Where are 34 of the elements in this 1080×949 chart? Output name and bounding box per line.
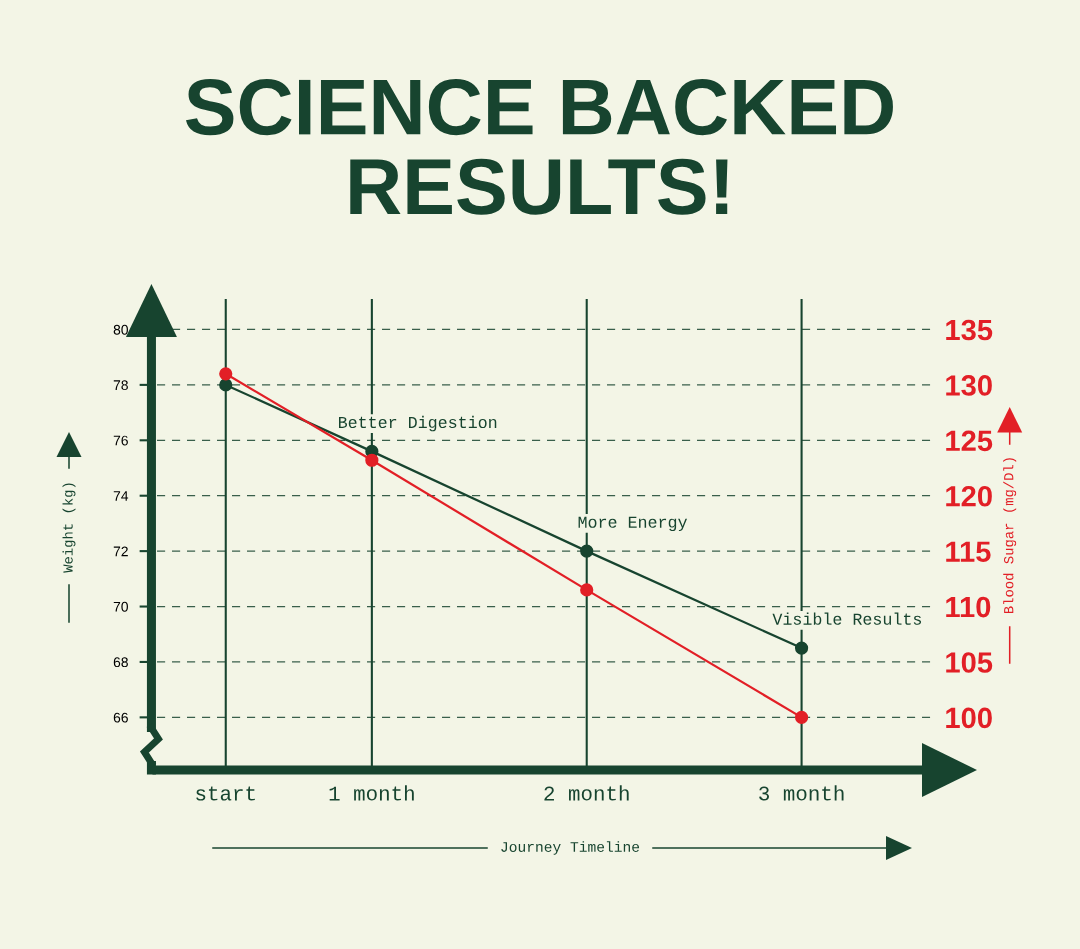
y2-tick-label: 115 xyxy=(946,541,991,562)
point xyxy=(365,453,379,467)
y2-tick-label: 130 xyxy=(946,375,992,396)
y2-tick-label: 125 xyxy=(946,430,993,452)
y2-tick-label: 110 xyxy=(946,596,991,618)
point xyxy=(794,641,809,655)
point xyxy=(580,544,594,558)
annotation: Visible Results xyxy=(772,612,922,625)
y-tick-label: 70 xyxy=(113,601,128,612)
y2-axis-title: Blood Sugar (mg/Dl) xyxy=(1003,458,1017,614)
y2-tick-label: 100 xyxy=(946,707,992,729)
point xyxy=(219,367,233,381)
y-tick-label: 72 xyxy=(113,546,128,557)
x-tick-label: 3 month xyxy=(759,785,844,801)
annotation: Better Digestion xyxy=(338,415,497,432)
y-tick-label: 78 xyxy=(113,380,128,391)
y2-tick-label: 120 xyxy=(946,485,992,507)
chart-title: SCIENCE BACKED RESULTS! xyxy=(185,79,893,215)
x-axis-title: Journey Timeline xyxy=(501,841,640,855)
point xyxy=(219,378,233,392)
y-tick-label: 74 xyxy=(113,491,129,501)
y2-tick-label: 105 xyxy=(946,652,993,673)
point xyxy=(794,710,809,724)
y-axis-title: Weight (kg) xyxy=(62,483,76,573)
y-tick-label: 66 xyxy=(113,712,128,723)
point xyxy=(580,583,594,597)
x-tick-label: start xyxy=(196,786,255,801)
y2-tick-label: 135 xyxy=(946,319,993,341)
y-tick-label: 76 xyxy=(113,435,128,446)
x-tick-label: 1 month xyxy=(329,785,414,801)
x-tick-label: 2 month xyxy=(544,785,629,801)
annotation: More Energy xyxy=(578,516,688,532)
y-tick-label: 80 xyxy=(113,324,128,335)
y-tick-label: 68 xyxy=(113,657,128,668)
